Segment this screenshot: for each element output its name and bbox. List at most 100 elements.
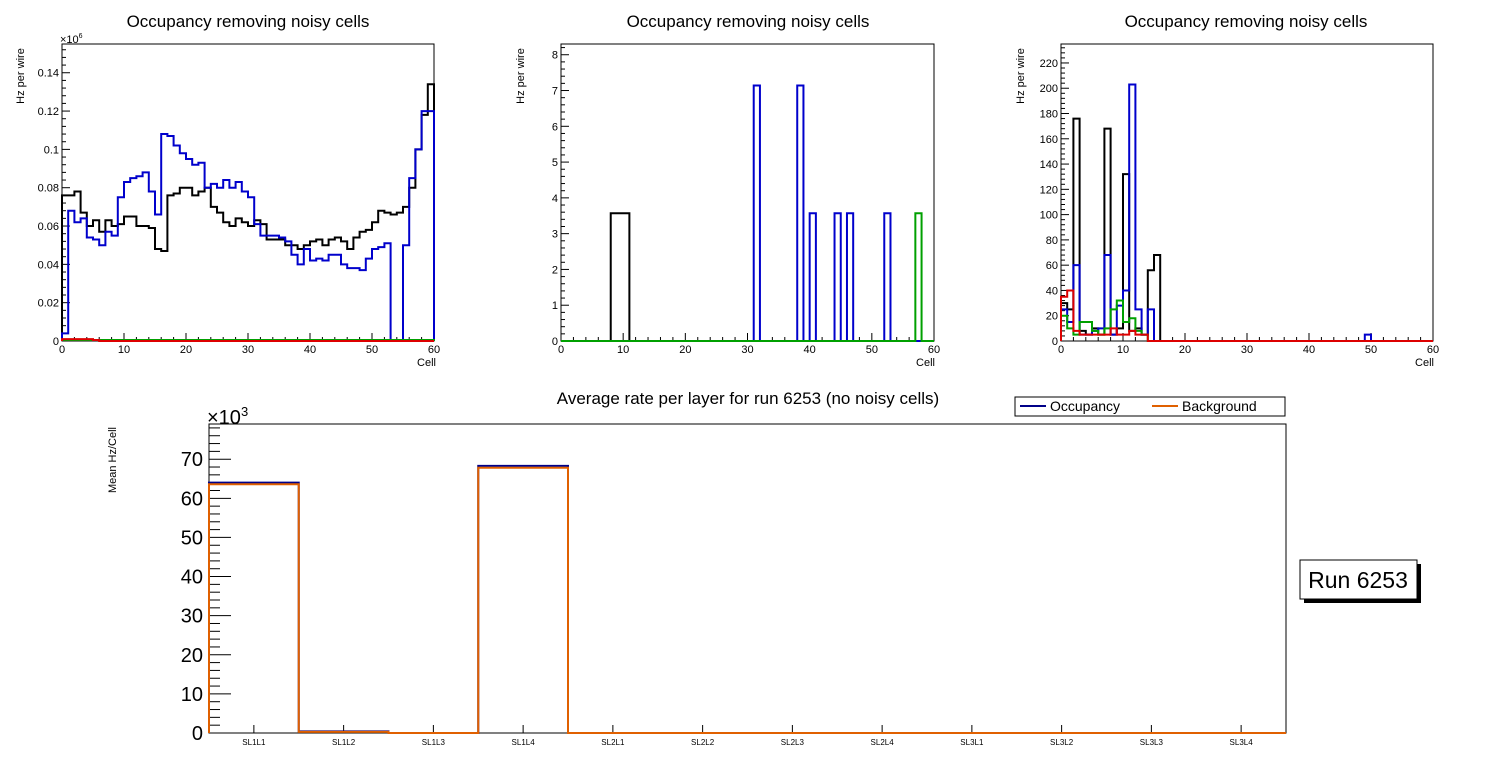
chart3-ytick-label: 0 — [1052, 336, 1058, 348]
chart-panel-4: Average rate per layer for run 6253 (no … — [107, 389, 1287, 747]
chart4-ytick-label: 40 — [181, 567, 203, 589]
chart1-ytick-label: 0.08 — [38, 183, 59, 195]
chart-panel-1: Occupancy removing noisy cells Hz per wi… — [15, 12, 440, 369]
chart3-xtick-label: 40 — [1303, 344, 1315, 356]
chart4-legend: Occupancy Background — [1014, 396, 1286, 417]
chart3-ytick-label: 180 — [1040, 109, 1058, 121]
chart4-category-label: SL3L4 — [1230, 738, 1254, 747]
chart1-multiplier: ×106 — [60, 33, 83, 46]
chart1-plot-area: 0 10 20 30 40 50 60 0 0.02 0.04 0.06 0.08 0.1 0.12 0.1… — [38, 43, 440, 356]
chart1-xlabel: Cell — [417, 357, 436, 369]
chart3-series-red — [1060, 289, 1433, 342]
chart2-xtick-label: 20 — [679, 344, 691, 356]
chart4-category-label: SL2L3 — [781, 738, 805, 747]
chart4-ylabel: Mean Hz/Cell — [107, 427, 119, 493]
chart4-category-label: SL2L2 — [691, 738, 715, 747]
chart3-ytick-label: 140 — [1040, 159, 1058, 171]
chart4-category-label: SL3L2 — [1050, 738, 1074, 747]
chart2-ylabel: Hz per wire — [515, 48, 527, 104]
chart3-ytick-label: 40 — [1046, 285, 1058, 297]
chart3-ytick-label: 100 — [1040, 210, 1058, 222]
chart2-ytick-label: 6 — [552, 121, 558, 133]
chart1-ytick-label: 0 — [53, 336, 59, 348]
chart2-ytick-label: 2 — [552, 264, 558, 276]
chart4-category-label: SL1L1 — [242, 738, 266, 747]
chart1-xtick-label: 50 — [366, 344, 378, 356]
chart3-xtick-label: 20 — [1179, 344, 1191, 356]
chart3-xtick-label: 60 — [1427, 344, 1439, 356]
run-label-box: Run 6253 — [1299, 559, 1421, 603]
chart2-xtick-label: 50 — [866, 344, 878, 356]
chart1-ytick-label: 0.02 — [38, 298, 59, 310]
chart4-multiplier-exp: 3 — [241, 404, 248, 419]
chart2-xlabel: Cell — [916, 357, 935, 369]
run-label-text: Run 6253 — [1308, 567, 1408, 593]
chart2-ytick-label: 3 — [552, 229, 558, 241]
chart1-ylabel: Hz per wire — [15, 48, 27, 104]
chart2-xtick-label: 60 — [928, 344, 940, 356]
chart4-ytick-label: 50 — [181, 527, 203, 549]
chart-panel-3: Occupancy removing noisy cells Hz per wi… — [1015, 12, 1439, 369]
chart4-title: Average rate per layer for run 6253 (no … — [557, 389, 939, 408]
chart4-category-label: SL3L3 — [1140, 738, 1164, 747]
chart4-ytick-label: 60 — [181, 488, 203, 510]
chart1-xtick-label: 10 — [118, 344, 130, 356]
chart2-title: Occupancy removing noisy cells — [627, 12, 870, 31]
chart4-category-label: SL1L3 — [422, 738, 446, 747]
chart4-frame — [208, 423, 1287, 734]
chart1-ytick-label: 0.1 — [44, 144, 59, 156]
chart2-plot-area: 0 10 20 30 40 50 60 0 1 2 3 4 5 6 7 8 — [552, 43, 940, 356]
chart3-xtick-label: 0 — [1058, 344, 1064, 356]
chart4-category-label: SL3L1 — [960, 738, 984, 747]
chart3-xlabel: Cell — [1415, 357, 1434, 369]
chart2-frame — [560, 43, 935, 342]
chart1-series-red — [61, 338, 434, 342]
chart1-xtick-label: 40 — [304, 344, 316, 356]
chart2-ytick-label: 0 — [552, 336, 558, 348]
chart2-ytick-label: 7 — [552, 86, 558, 98]
chart2-ylabel-text: Hz per wire — [515, 48, 527, 104]
chart3-xtick-label: 10 — [1117, 344, 1129, 356]
chart1-ytick-label: 0.04 — [38, 259, 59, 271]
chart4-ytick-label: 20 — [181, 645, 203, 667]
chart3-ytick-label: 160 — [1040, 134, 1058, 146]
chart3-ylabel: Hz per wire — [1015, 48, 1027, 104]
chart2-xtick-label: 10 — [617, 344, 629, 356]
chart4-series-occupancy — [208, 464, 1286, 734]
chart3-plot-area: 0 10 20 30 40 50 60 0 20 40 60 80 100 120 140 160 180 200… — [1040, 43, 1439, 356]
legend-occupancy-label: Occupancy — [1050, 398, 1120, 414]
chart3-frame — [1060, 43, 1434, 342]
chart1-title: Occupancy removing noisy cells — [127, 12, 370, 31]
chart3-ytick-label: 120 — [1040, 184, 1058, 196]
chart4-category-label: SL2L4 — [871, 738, 895, 747]
chart1-multiplier-base: ×10 — [60, 34, 79, 46]
chart4-ytick-label: 30 — [181, 606, 203, 628]
chart4-series-background — [208, 466, 1286, 734]
chart3-ylabel-text: Hz per wire — [1015, 48, 1027, 104]
chart2-ytick-label: 1 — [552, 300, 558, 312]
chart1-xtick-label: 30 — [242, 344, 254, 356]
chart4-ylabel-text: Mean Hz/Cell — [107, 427, 119, 493]
chart1-xtick-label: 20 — [180, 344, 192, 356]
chart4-multiplier-base: ×10 — [207, 407, 241, 429]
chart1-multiplier-exp: 6 — [79, 33, 83, 40]
chart2-ytick-label: 8 — [552, 50, 558, 62]
chart4-ytick-label: 70 — [181, 449, 203, 471]
chart2-ytick-label: 5 — [552, 157, 558, 169]
chart2-xtick-label: 0 — [558, 344, 564, 356]
chart-panel-2: Occupancy removing noisy cells Hz per wi… — [515, 12, 940, 369]
chart4-plot-area: 0 10 20 30 40 50 60 70 SL1L1 SL1L2 SL1L3 SL1L4 SL2L1… — [181, 423, 1287, 747]
chart3-ytick-label: 20 — [1046, 311, 1058, 323]
chart1-series-blue — [61, 110, 435, 342]
chart4-category-label: SL1L2 — [332, 738, 356, 747]
chart1-ylabel-text: Hz per wire — [15, 48, 27, 104]
legend-background-label: Background — [1182, 398, 1257, 414]
chart4-multiplier: ×103 — [207, 404, 248, 429]
chart3-title: Occupancy removing noisy cells — [1125, 12, 1368, 31]
chart3-ytick-label: 200 — [1040, 83, 1058, 95]
run-label-frame — [1299, 559, 1418, 600]
chart4-ytick-label: 10 — [181, 684, 203, 706]
chart1-xtick-label: 60 — [428, 344, 440, 356]
chart1-ytick-label: 0.12 — [38, 106, 59, 118]
